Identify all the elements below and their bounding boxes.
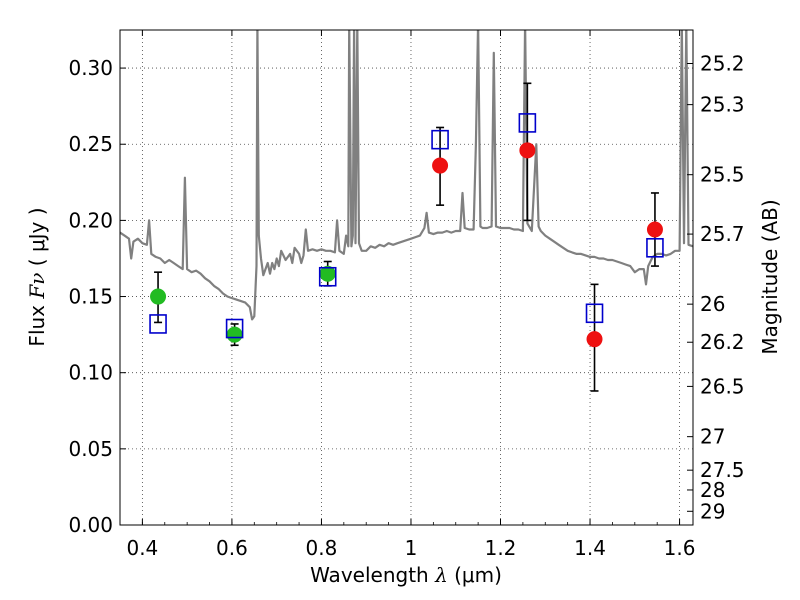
- data-point-square: [431, 129, 449, 150]
- axis-ticks: [120, 30, 693, 526]
- x-tick-label: 1.6: [664, 536, 696, 560]
- data-point-circle: [150, 288, 167, 305]
- tick-labels: 0.4 0.6 0.8 1 1.2 1.4 1.6 0.00 0.05 0.10 0.15 0.20 0…: [68, 52, 744, 560]
- right-axis-tick-label: 25.5: [700, 163, 745, 187]
- data-point-square: [225, 318, 244, 339]
- y-tick-label: 0.05: [68, 437, 113, 461]
- x-tick-label: 1: [405, 536, 418, 560]
- x-axis-title: Wavelength λ (μm): [310, 563, 502, 587]
- data-point-circle: [586, 331, 603, 348]
- plot-frame: [119, 29, 694, 526]
- data-point-square: [585, 303, 604, 324]
- right-axis-tick-label: 25.3: [700, 93, 745, 117]
- right-axis-tick-label: 26.5: [700, 374, 745, 398]
- right-axis-tick-label: 27.5: [700, 458, 745, 482]
- right-axis-tick-label: 29: [700, 499, 725, 523]
- spectrum-layer: [120, 30, 693, 321]
- grid-lines: [120, 30, 693, 526]
- right-axis-tick-label: 26.2: [700, 330, 745, 354]
- data-point-circle: [646, 221, 663, 238]
- data-point-circle: [432, 157, 449, 174]
- x-tick-label: 1.2: [485, 536, 517, 560]
- x-tick-label: 0.8: [306, 536, 338, 560]
- data-point-circle: [519, 142, 536, 159]
- right-axis-tick-label: 25.7: [700, 222, 745, 246]
- y-tick-label: 0.15: [68, 285, 113, 309]
- y-tick-label: 0.10: [68, 361, 113, 385]
- data-point-circle: [226, 326, 243, 343]
- data-point-square: [646, 238, 664, 258]
- marker-layer: [149, 113, 664, 348]
- plot-area: [120, 30, 693, 392]
- x-tick-label: 1.4: [574, 536, 606, 560]
- right-axis-tick-label: 26: [700, 292, 725, 316]
- y-axis-title: Flux Fν ( μJy ): [25, 207, 49, 346]
- y-tick-label: 0.00: [68, 513, 113, 537]
- x-tick-label: 0.4: [126, 536, 158, 560]
- right-axis-tick-label: 25.2: [700, 52, 745, 76]
- spectrum-line: [120, 30, 693, 321]
- x-tick-label: 0.6: [216, 536, 248, 560]
- data-point-square: [518, 113, 537, 133]
- right-axis-title: Magnitude (AB): [758, 199, 782, 354]
- y-tick-label: 0.25: [68, 132, 113, 156]
- y-tick-label: 0.30: [68, 56, 113, 80]
- data-point-square: [318, 266, 337, 287]
- right-axis-tick-label: 27: [700, 425, 725, 449]
- error-bar-layer: [154, 82, 659, 392]
- data-point-square: [149, 314, 167, 334]
- right-axis-tick-label: 28: [700, 478, 725, 502]
- y-tick-label: 0.20: [68, 208, 113, 232]
